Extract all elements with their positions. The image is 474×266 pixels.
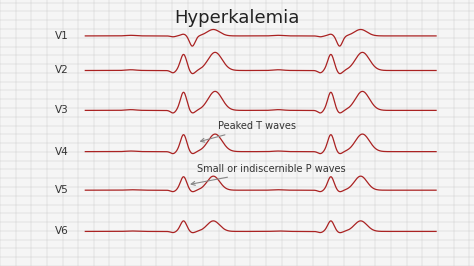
Text: V6: V6 [55, 226, 69, 236]
Text: Hyperkalemia: Hyperkalemia [174, 9, 300, 27]
Text: Peaked T waves: Peaked T waves [201, 121, 296, 142]
Text: V5: V5 [55, 185, 69, 195]
Text: V3: V3 [55, 105, 69, 115]
Text: V2: V2 [55, 65, 69, 76]
Text: V4: V4 [55, 147, 69, 157]
Text: Small or indiscernible P waves: Small or indiscernible P waves [191, 164, 346, 185]
Text: V1: V1 [55, 31, 69, 41]
